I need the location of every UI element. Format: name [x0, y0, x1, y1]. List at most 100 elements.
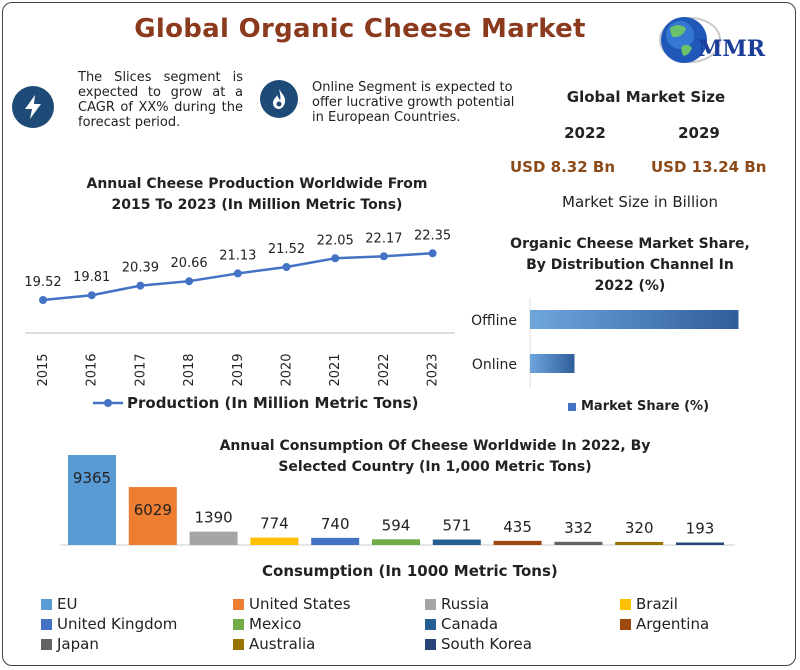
production-legend: Production (In Million Metric Tons)	[93, 394, 419, 412]
share-chart-title: Organic Cheese Market Share, By Distribu…	[510, 236, 750, 294]
production-point	[331, 254, 340, 263]
consumption-bar	[372, 539, 420, 545]
consumption-data-label: 435	[503, 518, 532, 536]
consumption-bar	[189, 531, 238, 545]
page-title: Global Organic Cheese Market	[134, 14, 586, 44]
legend-item: Russia	[425, 595, 489, 613]
production-x-tick-label: 2018	[182, 353, 197, 386]
legend-swatch	[41, 598, 52, 610]
logo-text: MMR	[698, 36, 765, 62]
legend-swatch	[620, 598, 631, 610]
legend-item: South Korea	[425, 635, 532, 653]
consumption-bar	[311, 537, 360, 545]
market-size-heading: Global Market Size	[566, 88, 726, 106]
production-point	[185, 277, 194, 286]
year-2029: 2029	[678, 124, 720, 142]
production-x-tick-label: 2017	[133, 353, 148, 386]
consumption-data-label: 594	[382, 516, 411, 534]
production-data-label: 21.13	[219, 248, 256, 263]
legend-swatch	[620, 618, 631, 630]
production-data-label: 22.05	[317, 233, 354, 248]
line-legend-marker	[93, 399, 123, 407]
legend-label: Canada	[441, 615, 499, 633]
consumption-data-label: 320	[625, 519, 654, 537]
legend-label: Mexico	[249, 615, 302, 633]
production-data-label: 20.66	[170, 256, 207, 271]
legend-swatch	[425, 638, 436, 650]
mmr-globe-logo	[659, 17, 721, 63]
consumption-data-label: 6029	[134, 501, 172, 519]
share-category-label: Online	[472, 357, 517, 373]
legend-label: United States	[249, 595, 351, 613]
share-bar-chart: Offline Online	[471, 298, 739, 388]
consumption-chart-title: Annual Consumption Of Cheese Worldwide I…	[219, 438, 651, 475]
production-x-tick-label: 2019	[231, 353, 246, 386]
production-point	[39, 296, 47, 304]
production-x-tick-label: 2022	[377, 353, 392, 386]
share-bar-offline	[530, 310, 739, 329]
consumption-bar	[128, 487, 177, 545]
lightning-icon	[12, 86, 54, 128]
legend-swatch	[425, 598, 436, 610]
consumption-bar	[493, 540, 542, 545]
legend-item: United States	[233, 595, 351, 613]
flame-icon	[260, 80, 298, 118]
legend-item: Australia	[233, 635, 315, 653]
legend-item: EU	[41, 595, 77, 613]
consumption-data-label: 1390	[195, 509, 233, 527]
consumption-bar	[554, 541, 603, 545]
legend-label: Japan	[57, 635, 99, 653]
share-category-label: Offline	[471, 313, 517, 329]
market-value-2029: USD 13.24 Bn	[651, 158, 767, 176]
legend-swatch	[425, 618, 436, 630]
consumption-bar	[250, 537, 299, 545]
share-legend-swatch	[568, 402, 576, 411]
online-note: Online Segment is expected to offer lucr…	[312, 80, 515, 125]
year-2022: 2022	[564, 124, 606, 142]
share-bar-online	[530, 354, 575, 373]
production-point	[87, 291, 96, 300]
production-data-label: 22.17	[365, 231, 402, 246]
legend-item: Mexico	[233, 615, 301, 633]
legend-swatch	[233, 638, 244, 650]
production-x-tick-label: 2021	[328, 353, 343, 386]
production-point	[282, 263, 291, 271]
consumption-data-label: 774	[260, 515, 289, 533]
legend-label: EU	[57, 595, 78, 613]
slices-note: The Slices segment is expected to grow a…	[78, 70, 243, 130]
consumption-data-label: 571	[442, 517, 471, 535]
production-point	[136, 281, 145, 290]
share-legend: Market Share (%)	[568, 399, 709, 414]
consumption-bar	[676, 542, 724, 545]
market-value-2022: USD 8.32 Bn	[510, 158, 615, 176]
production-data-label: 19.81	[73, 270, 110, 285]
share-legend-label: Market Share (%)	[581, 399, 710, 414]
production-line-chart: 19.52 2015 19.81 2016 20.39 2017 20.66 2018 21.1…	[24, 228, 455, 387]
consumption-bar	[432, 539, 481, 545]
production-point	[233, 269, 242, 278]
production-data-label: 21.52	[268, 242, 305, 257]
legend-label: South Korea	[441, 635, 532, 653]
consumption-data-label: 9365	[73, 469, 111, 487]
market-size-caption: Market Size in Billion	[562, 193, 718, 211]
consumption-bar	[615, 541, 664, 545]
production-point	[428, 249, 437, 258]
production-data-label: 22.35	[414, 228, 451, 243]
production-chart-title: Annual Cheese Production Worldwide From …	[86, 176, 428, 213]
legend-swatch	[233, 598, 244, 610]
legend-label: United Kingdom	[57, 615, 178, 633]
production-data-label: 20.39	[122, 261, 159, 276]
legend-label: Australia	[249, 635, 316, 653]
legend-item: United Kingdom	[41, 615, 177, 633]
legend-item: Argentina	[620, 615, 709, 633]
consumption-data-label: 740	[321, 515, 350, 533]
consumption-data-label: 193	[686, 520, 715, 538]
legend-swatch	[41, 618, 52, 630]
legend-label: Russia	[441, 595, 490, 613]
production-x-tick-label: 2023	[426, 353, 441, 386]
consumption-axis-title: Consumption (In 1000 Metric Tons)	[262, 562, 558, 580]
legend-item: Brazil	[620, 595, 678, 613]
production-data-label: 19.52	[24, 275, 61, 290]
consumption-bar	[68, 455, 116, 545]
